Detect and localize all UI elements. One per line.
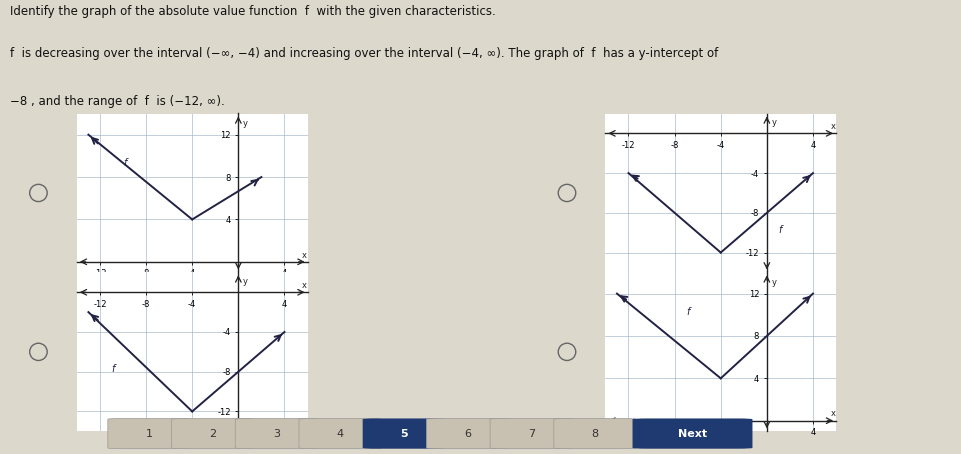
FancyBboxPatch shape xyxy=(235,419,318,449)
Text: x: x xyxy=(830,123,835,131)
Text: −8 , and the range of  f  is (−12, ∞).: −8 , and the range of f is (−12, ∞). xyxy=(10,95,224,108)
Text: y: y xyxy=(243,277,248,286)
FancyBboxPatch shape xyxy=(108,419,190,449)
Text: x: x xyxy=(302,281,307,290)
Text: f: f xyxy=(686,307,690,317)
Text: y: y xyxy=(772,278,776,286)
Text: 6: 6 xyxy=(464,429,471,439)
Text: f: f xyxy=(123,158,127,168)
FancyBboxPatch shape xyxy=(172,419,254,449)
Text: Next: Next xyxy=(678,429,707,439)
Text: 3: 3 xyxy=(273,429,280,439)
Text: y: y xyxy=(772,118,776,128)
Text: f  is decreasing over the interval (−∞, −4) and increasing over the interval (−4: f is decreasing over the interval (−∞, −… xyxy=(10,47,718,60)
Text: y: y xyxy=(243,119,248,128)
Text: 2: 2 xyxy=(209,429,216,439)
Text: x: x xyxy=(302,251,307,260)
Text: 8: 8 xyxy=(591,429,599,439)
Text: f: f xyxy=(778,225,782,235)
FancyBboxPatch shape xyxy=(554,419,636,449)
Text: 5: 5 xyxy=(400,429,407,439)
FancyBboxPatch shape xyxy=(299,419,382,449)
Text: f: f xyxy=(111,364,115,374)
Text: Identify the graph of the absolute value function  f  with the given characteris: Identify the graph of the absolute value… xyxy=(10,5,495,18)
FancyBboxPatch shape xyxy=(427,419,509,449)
Text: 4: 4 xyxy=(336,429,344,439)
FancyBboxPatch shape xyxy=(362,419,445,449)
FancyBboxPatch shape xyxy=(632,419,752,449)
Text: x: x xyxy=(830,410,835,419)
Text: 1: 1 xyxy=(145,429,153,439)
FancyBboxPatch shape xyxy=(490,419,573,449)
Text: 7: 7 xyxy=(528,429,535,439)
